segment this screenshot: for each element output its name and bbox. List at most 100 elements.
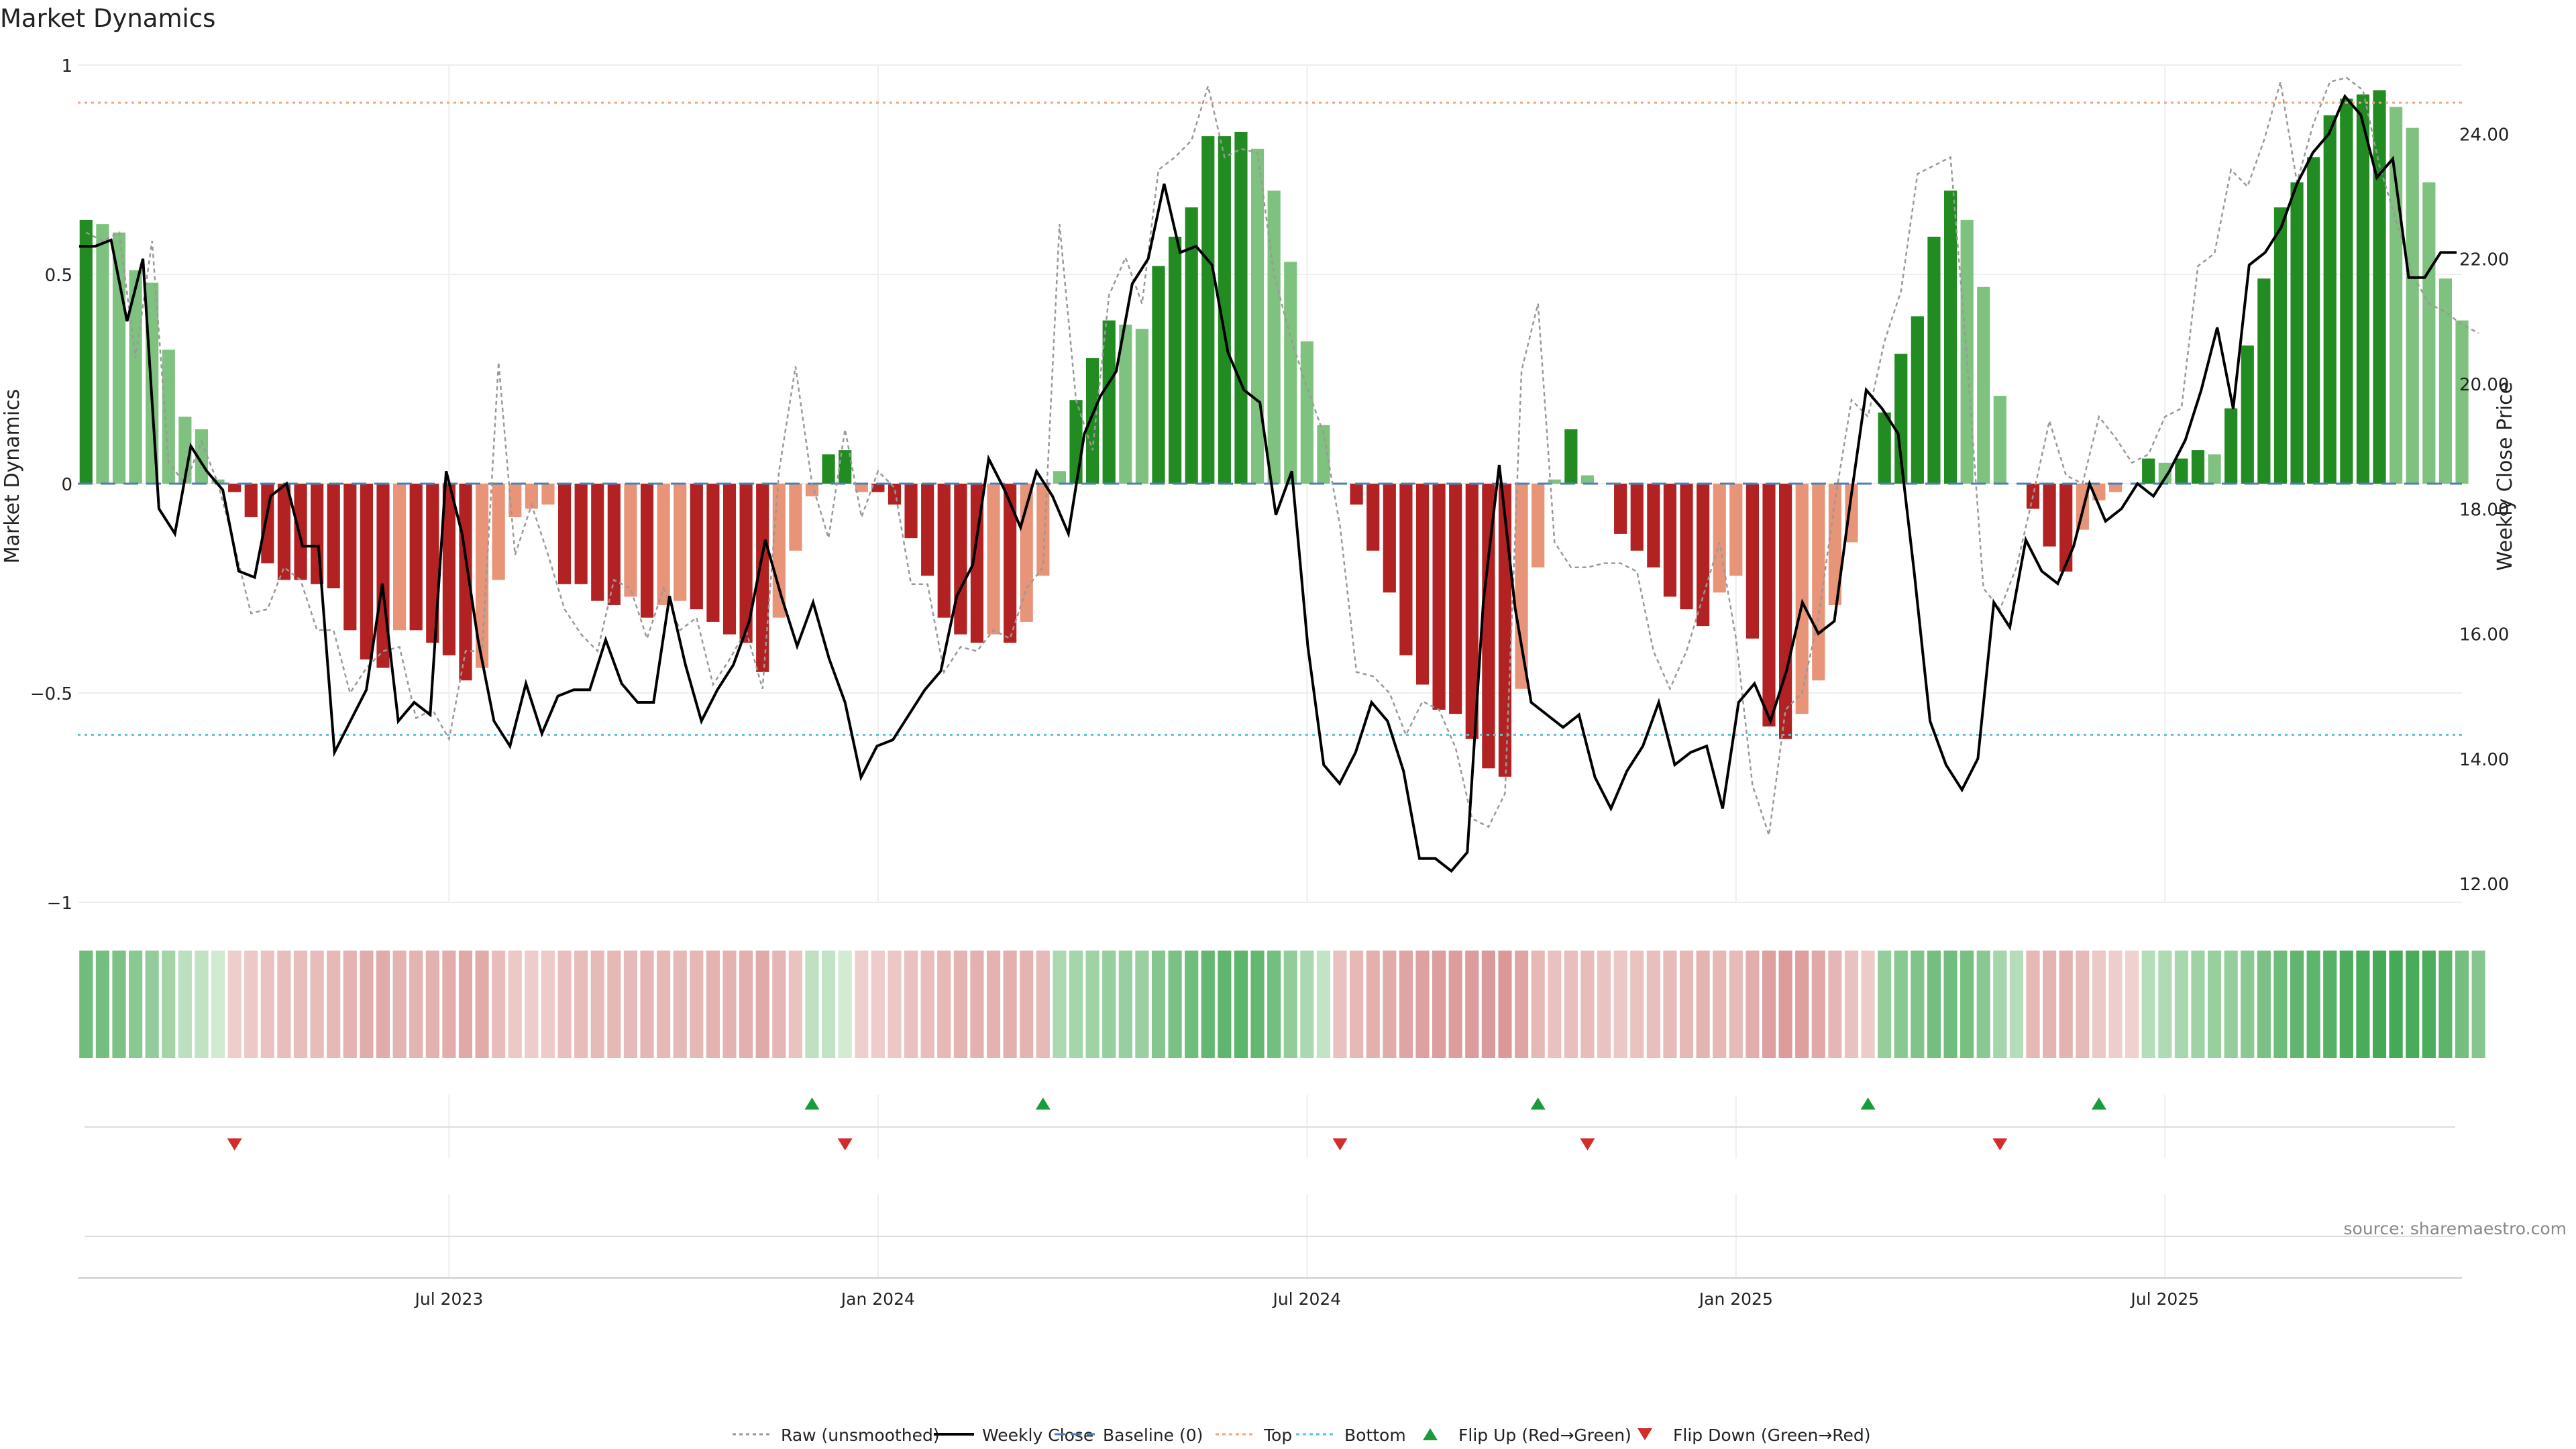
dynamics-bar bbox=[1532, 484, 1545, 568]
heat-strip-cell bbox=[1795, 951, 1809, 1058]
heat-strip-cell bbox=[260, 951, 274, 1058]
heat-strip-cell bbox=[1085, 951, 1099, 1058]
heat-strip-cell bbox=[360, 951, 374, 1058]
heat-strip-cell bbox=[871, 951, 885, 1058]
axes-group: 1 0.5 0 −0.5 −1 24.00 22.00 20.00 18.00 16.00 14.0… bbox=[30, 56, 2510, 914]
heat-strip-cell bbox=[1432, 951, 1446, 1058]
dynamics-bar bbox=[789, 484, 802, 551]
heat-strip-cell bbox=[1630, 951, 1644, 1058]
dynamics-bar bbox=[640, 484, 654, 618]
dynamics-bar bbox=[591, 484, 604, 601]
dynamics-bar bbox=[2043, 484, 2056, 547]
heat-strip-cell bbox=[1976, 951, 1990, 1058]
heat-strip-cell bbox=[2174, 951, 2188, 1058]
heat-strip-cell bbox=[1778, 951, 1792, 1058]
heat-strip-cell bbox=[607, 951, 621, 1058]
y2-tick-label: 18.00 bbox=[2459, 500, 2509, 520]
heat-strip-cell bbox=[1151, 951, 1166, 1058]
bars-group bbox=[79, 90, 2469, 777]
dynamics-bar bbox=[1515, 484, 1528, 689]
heat-strip-cell bbox=[2339, 951, 2353, 1058]
heat-strip-cell bbox=[1729, 951, 1743, 1058]
flip-down-marker bbox=[1992, 1138, 2008, 1150]
heat-strip-cell bbox=[1878, 951, 1892, 1058]
x-tick-label: Jan 2025 bbox=[1698, 1289, 1773, 1309]
dynamics-bar bbox=[739, 484, 753, 643]
x-tick-label: Jul 2024 bbox=[1271, 1289, 1341, 1309]
y-axis-label: Market Dynamics bbox=[1, 389, 24, 564]
heat-strip-cell bbox=[145, 951, 159, 1058]
dynamics-bar bbox=[1828, 484, 1841, 605]
heat-strip-cell bbox=[805, 951, 819, 1058]
flip-down-marker bbox=[227, 1138, 242, 1150]
dynamics-bar bbox=[1415, 484, 1430, 685]
heat-strip-cell bbox=[2356, 951, 2370, 1058]
dynamics-bar bbox=[1630, 484, 1644, 551]
dynamics-bar bbox=[2356, 94, 2370, 484]
dynamics-bar bbox=[1119, 324, 1132, 484]
legend-symbol bbox=[1423, 1428, 1438, 1440]
heat-strip-cell bbox=[1283, 951, 1297, 1058]
heat-strip-cell bbox=[1300, 951, 1314, 1058]
dynamics-bar bbox=[1152, 266, 1165, 484]
dynamics-bar bbox=[1729, 484, 1743, 576]
heat-strip-cell bbox=[293, 951, 308, 1058]
dynamics-bar bbox=[261, 484, 274, 564]
heat-strip-cell bbox=[2092, 951, 2106, 1058]
heat-strip-cell bbox=[2389, 951, 2403, 1058]
heat-strip-cell bbox=[1746, 951, 1760, 1058]
heat-strip-cell bbox=[788, 951, 802, 1058]
heat-strip bbox=[79, 951, 2485, 1058]
dynamics-bar bbox=[2438, 278, 2452, 484]
dynamics-bar bbox=[1647, 484, 1660, 568]
heat-strip-cell bbox=[986, 951, 1001, 1058]
dynamics-bar bbox=[211, 479, 225, 484]
dynamics-bar bbox=[1663, 484, 1677, 597]
heat-strip-cell bbox=[953, 951, 967, 1058]
heat-strip-cell bbox=[211, 951, 225, 1058]
heat-strip-cell bbox=[1844, 951, 1859, 1058]
dynamics-bar bbox=[1713, 484, 1726, 593]
heat-strip-cell bbox=[1135, 951, 1149, 1058]
heat-strip-cell bbox=[1828, 951, 1842, 1058]
heat-strip-cell bbox=[574, 951, 588, 1058]
x-tick-label: Jul 2023 bbox=[414, 1289, 484, 1309]
dynamics-bar bbox=[1878, 412, 1891, 484]
legend-label: Raw (unsmoothed) bbox=[781, 1426, 940, 1445]
dynamics-bar bbox=[1680, 484, 1693, 610]
dynamics-bar bbox=[822, 454, 835, 484]
dynamics-bar bbox=[1911, 316, 1924, 484]
dynamics-bar bbox=[2175, 458, 2188, 484]
dynamics-bar bbox=[1053, 471, 1067, 484]
heat-strip-cell bbox=[904, 951, 918, 1058]
heat-strip-cell bbox=[821, 951, 836, 1058]
heat-strip-cell bbox=[425, 951, 439, 1058]
dynamics-bar bbox=[2290, 182, 2304, 484]
dynamics-bar bbox=[1102, 320, 1116, 484]
heat-strip-cell bbox=[706, 951, 720, 1058]
heat-strip-cell bbox=[1911, 951, 1925, 1058]
heat-strip-cell bbox=[376, 951, 390, 1058]
dynamics-bar bbox=[690, 484, 703, 610]
dynamics-bar bbox=[2224, 408, 2238, 484]
dynamics-bar bbox=[722, 484, 737, 635]
heat-strip-cell bbox=[1993, 951, 2007, 1058]
flip-markers bbox=[85, 1095, 2455, 1159]
legend-label: Baseline (0) bbox=[1103, 1426, 1203, 1445]
dynamics-bar bbox=[1284, 262, 1297, 484]
dynamics-bar bbox=[855, 484, 868, 492]
heat-strip-cell bbox=[1548, 951, 1562, 1058]
dynamics-bar bbox=[1845, 484, 1858, 543]
dynamics-bar bbox=[1449, 484, 1462, 714]
heat-strip-cell bbox=[2323, 951, 2337, 1058]
dynamics-bar bbox=[129, 270, 142, 484]
heat-strip-cell bbox=[442, 951, 456, 1058]
heat-strip-cell bbox=[1943, 951, 1957, 1058]
dynamics-bar bbox=[228, 484, 241, 492]
source-note: source: sharemaestro.com bbox=[2344, 1219, 2567, 1238]
heat-strip-cell bbox=[1168, 951, 1182, 1058]
heat-strip-cell bbox=[1118, 951, 1132, 1058]
y-tick-label: 1 bbox=[61, 56, 72, 76]
heat-strip-cell bbox=[2241, 951, 2255, 1058]
dynamics-bar bbox=[756, 484, 769, 672]
